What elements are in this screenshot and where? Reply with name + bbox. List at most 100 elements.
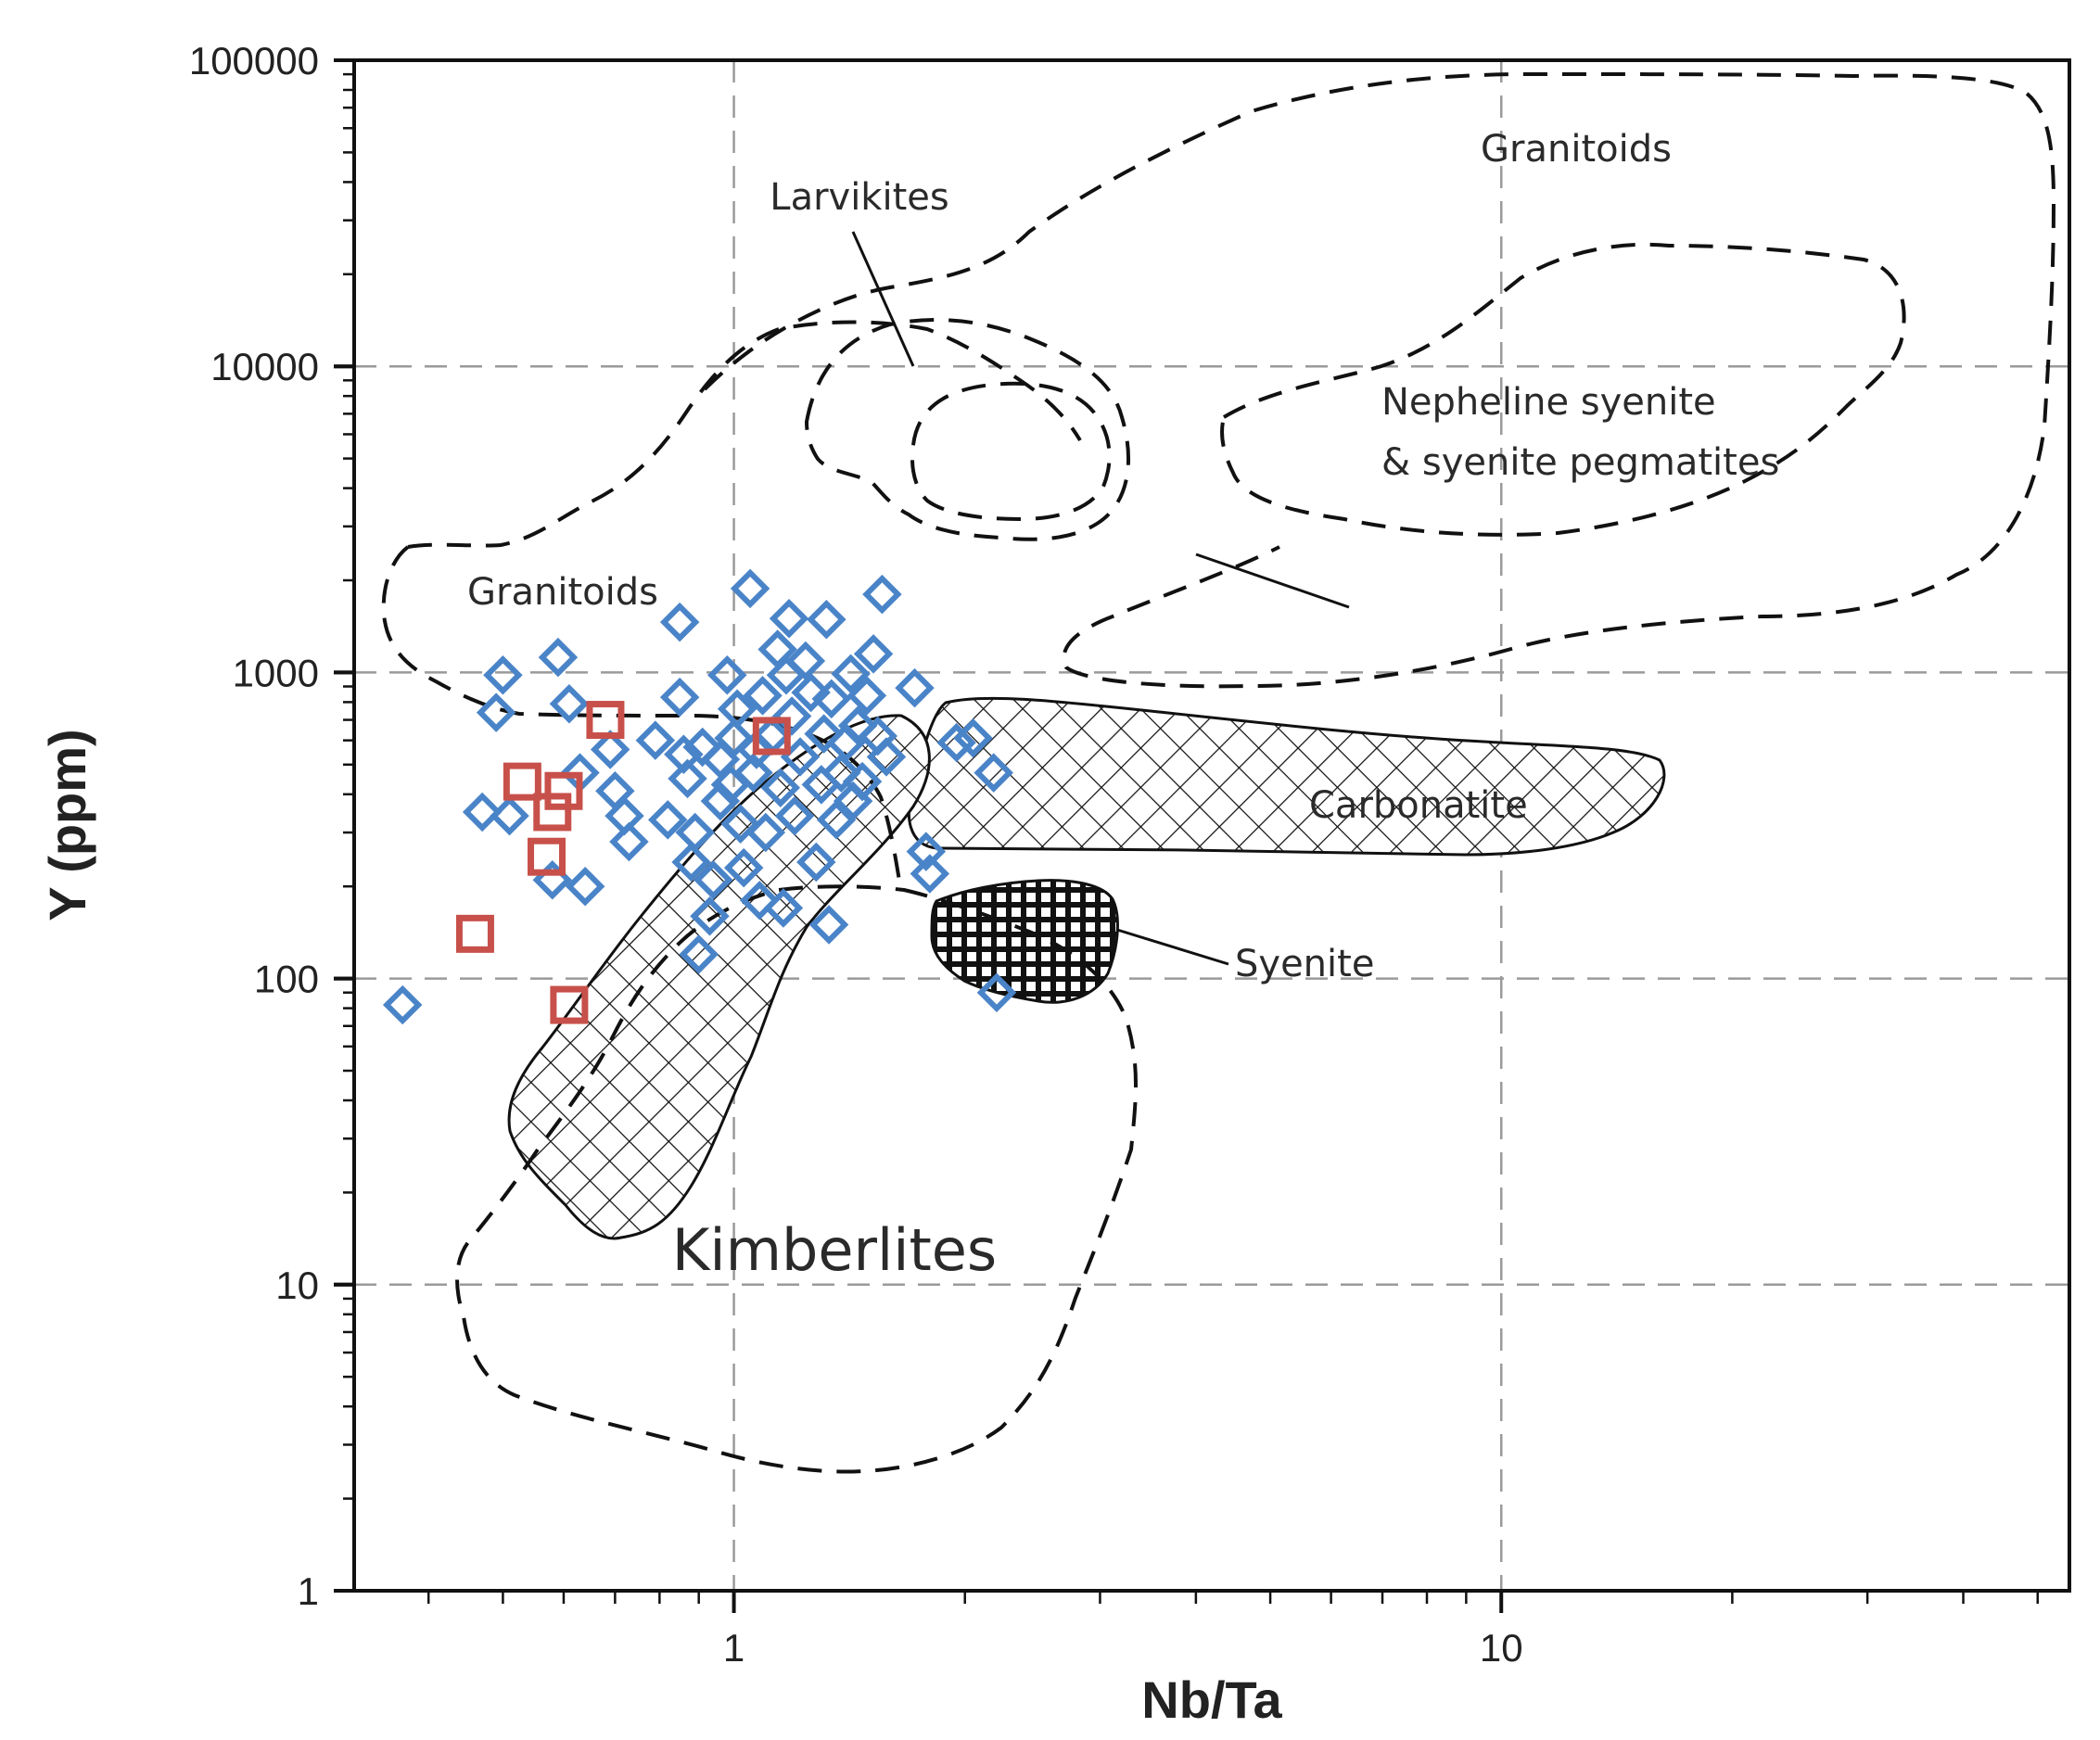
diamond-point	[490, 795, 529, 836]
region-syenite	[930, 879, 1119, 1004]
label-granitoids-left: Granitoids	[467, 571, 658, 614]
diamond-point	[635, 720, 676, 760]
diamond-point	[953, 718, 993, 758]
diamond-point	[690, 895, 730, 936]
label-nepheline-line2: & syenite pegmatites	[1381, 441, 1779, 484]
diamond-point	[976, 972, 1017, 1012]
label-carbonatite: Carbonatite	[1309, 784, 1528, 827]
diamond-point	[700, 781, 741, 821]
diamond-point	[714, 718, 754, 758]
diamond-point	[538, 637, 579, 678]
region-granitoids-left	[407, 320, 1082, 549]
diamond-point	[609, 821, 649, 862]
region-granitoids-upper	[703, 72, 2055, 689]
diamond-point	[565, 866, 605, 907]
square-point	[503, 762, 541, 801]
y-tick-label-100000: 100000	[189, 39, 319, 83]
region-nepheline-syenite	[1220, 242, 1906, 537]
diamond-point	[668, 758, 707, 799]
label-syenite: Syenite	[1235, 943, 1374, 985]
diamond-point	[745, 812, 786, 853]
diamond-point	[804, 714, 844, 754]
diamond-point	[733, 753, 773, 793]
larvikites-leader	[851, 231, 915, 367]
diamond-point	[936, 722, 976, 763]
diamond-point	[842, 761, 883, 802]
y-axis-title: Y (ppm)	[38, 729, 96, 921]
diamond-point	[974, 753, 1013, 793]
region-kimberlites	[455, 884, 1138, 1474]
diamond-point	[895, 667, 935, 708]
x-tick-label-1: 1	[723, 1626, 745, 1670]
diamond-point	[791, 672, 831, 713]
label-kimberlites: Kimberlites	[672, 1216, 997, 1284]
diamond-point	[816, 800, 857, 840]
square-point	[533, 793, 572, 832]
diamond-point	[866, 737, 907, 777]
label-nepheline-line1: Nepheline syenite	[1381, 381, 1716, 424]
diamond-point	[549, 683, 590, 724]
syenite-leader	[1116, 928, 1229, 966]
region-carbonatite	[907, 696, 1666, 857]
diamond-point	[763, 888, 804, 928]
diamond-point	[682, 727, 722, 768]
diamond-point	[590, 730, 630, 769]
diamond-point	[647, 800, 688, 840]
diamond-point	[785, 641, 826, 681]
diamond-point	[862, 574, 902, 615]
series-blue-diamonds	[382, 568, 1017, 1025]
diamond-point	[760, 768, 801, 808]
diamond-point	[694, 859, 733, 900]
plot-frame	[352, 58, 2071, 1593]
diamond-point	[808, 905, 849, 945]
axis-tick-labels: 1 10 100 1000 10000 100000 1 10	[189, 39, 1523, 1670]
square-point	[550, 985, 589, 1024]
diamond-point	[774, 795, 815, 836]
diamond-point	[846, 676, 887, 716]
y-tick-label-10: 10	[275, 1264, 319, 1307]
diamond-point	[796, 842, 836, 883]
diamond-point	[679, 934, 719, 974]
diamond-point	[821, 753, 861, 793]
diamond-point	[659, 677, 700, 718]
square-point	[752, 717, 791, 756]
diamond-point	[771, 696, 812, 736]
diamond-point	[707, 655, 747, 695]
diamond-point	[739, 881, 780, 921]
series-red-squares	[455, 701, 791, 1024]
y-tick-label-1000: 1000	[233, 651, 319, 694]
diamond-point	[730, 568, 770, 609]
diamond-point	[853, 634, 894, 674]
y-tick-label-1: 1	[298, 1569, 319, 1613]
diamond-point	[811, 679, 852, 719]
y-tick-label-10000: 10000	[210, 345, 319, 388]
diamond-point	[723, 847, 764, 888]
square-point	[544, 771, 583, 810]
diamond-point	[483, 655, 523, 695]
diamond-point	[831, 654, 871, 694]
diamond-point	[462, 792, 503, 832]
y-tick-label-100: 100	[254, 958, 319, 1001]
diamond-point	[807, 599, 846, 640]
square-point	[586, 701, 625, 740]
diamond-point	[720, 804, 760, 845]
square-point	[528, 837, 566, 876]
square-point	[455, 914, 494, 953]
diamond-point	[382, 984, 423, 1025]
nepheline-leader	[1195, 552, 1350, 609]
diamond-point	[906, 832, 947, 871]
diamond-point	[717, 689, 757, 729]
field-regions	[381, 72, 2055, 1474]
region-kimberlite-hatch	[507, 714, 931, 1240]
diamond-point	[743, 676, 783, 716]
diamond-point	[675, 812, 715, 853]
diamond-point	[837, 705, 878, 746]
diamond-point	[769, 599, 809, 639]
axis-ticks	[334, 58, 2039, 1613]
x-axis-title: Nb/Ta	[1141, 1670, 1282, 1729]
label-larvikites: Larvikites	[770, 176, 948, 219]
region-larvikites	[805, 318, 1131, 541]
label-granitoids-upper: Granitoids	[1481, 128, 1672, 171]
diamond-point	[659, 602, 700, 642]
